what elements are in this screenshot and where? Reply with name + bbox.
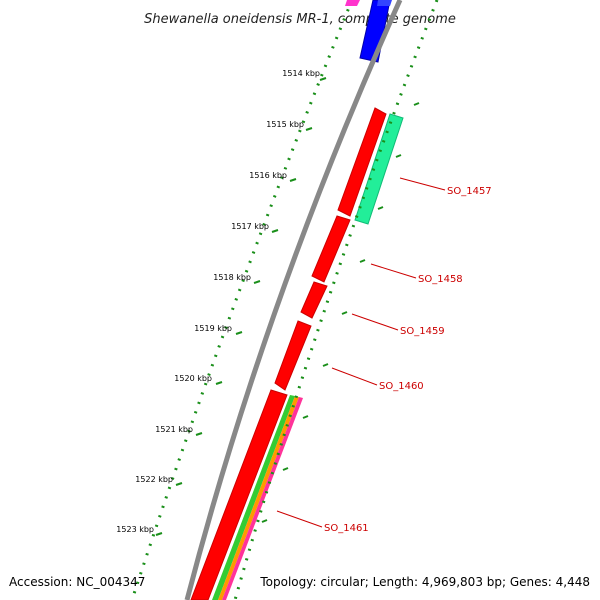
tick-label: 1515 kbp [266, 120, 304, 129]
tick-mark [155, 532, 163, 536]
cds-arrow-so-1457 [337, 107, 387, 217]
map-title: Shewanella oneidensis MR-1, complete gen… [144, 12, 456, 27]
outer-dotted-ring [233, 0, 439, 600]
tick-mark [359, 259, 366, 263]
tick-label: 1517 kbp [231, 222, 269, 231]
gene-label-so-1459: SO_1459 [400, 326, 445, 337]
tick-mark [261, 519, 268, 523]
label-lines [276, 177, 446, 528]
label-line-so-1458 [370, 263, 417, 279]
stripe-green [212, 395, 295, 600]
genome-backbone [184, 0, 403, 600]
stripe-orange [218, 396, 299, 600]
tick-label: 1523 kbp [116, 525, 154, 534]
gene-label-so-1460: SO_1460 [379, 381, 424, 392]
outer-tick-marks [261, 102, 420, 523]
tick-marks [155, 77, 327, 536]
gene-label-so-1461: SO_1461 [324, 523, 369, 534]
tick-mark [271, 229, 279, 233]
tick-mark [322, 363, 329, 367]
cds-arrow-so-1458 [311, 215, 351, 283]
tick-label: 1514 kbp [282, 69, 320, 78]
inner-dotted-ring [130, 0, 354, 600]
tick-labels: 1514 kbp 1515 kbp 1516 kbp 1517 kbp 1518… [116, 69, 320, 534]
tick-mark [395, 154, 402, 158]
tick-mark [253, 280, 261, 284]
tick-mark [302, 415, 309, 419]
tick-label: 1516 kbp [249, 171, 287, 180]
tick-mark [235, 331, 243, 335]
tick-mark [289, 178, 297, 182]
cds-arrow-so-1459 [300, 281, 328, 319]
label-line-so-1461 [276, 510, 323, 528]
tick-mark [282, 467, 289, 471]
stripe-pink [222, 397, 303, 600]
tick-mark [413, 102, 420, 106]
rna-feature [345, 0, 360, 6]
cds-arrow-so-1461 [190, 389, 288, 600]
genome-summary-text: Topology: circular; Length: 4,969,803 bp… [260, 575, 590, 589]
label-line-so-1459 [351, 313, 399, 331]
tick-label: 1519 kbp [194, 324, 232, 333]
reverse-cds-arrow [377, 0, 392, 6]
gene-label-so-1457: SO_1457 [447, 186, 492, 197]
tick-label: 1518 kbp [213, 273, 251, 282]
label-line-so-1460 [331, 367, 378, 386]
tick-mark [305, 127, 313, 131]
tick-label: 1521 kbp [155, 425, 193, 434]
forward-cds-track [190, 107, 387, 600]
reverse-cds-arrow [359, 0, 391, 63]
tick-mark [377, 206, 384, 210]
tick-mark [341, 311, 348, 315]
label-line-so-1457 [399, 177, 446, 191]
accession-text: Accession: NC_004347 [9, 575, 146, 589]
aqua-feature [354, 113, 404, 225]
tick-mark [195, 432, 203, 436]
cds-arrow-so-1460 [274, 320, 312, 391]
tick-mark [319, 77, 327, 81]
gene-label-so-1458: SO_1458 [418, 274, 463, 285]
gene-labels: SO_1457 SO_1458 SO_1459 SO_1460 SO_1461 [324, 186, 492, 534]
tick-mark [175, 482, 183, 486]
tick-mark [215, 381, 223, 385]
tick-label: 1520 kbp [174, 374, 212, 383]
tick-label: 1522 kbp [135, 475, 173, 484]
